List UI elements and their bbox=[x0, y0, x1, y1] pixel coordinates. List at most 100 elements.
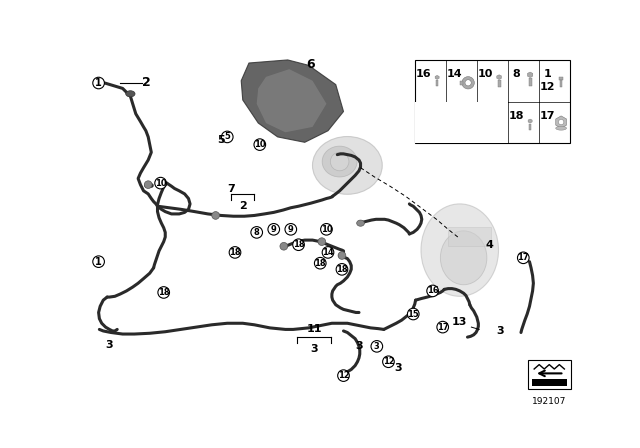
Bar bbox=[460, 81, 463, 85]
Text: 18: 18 bbox=[509, 111, 524, 121]
Text: 15: 15 bbox=[408, 310, 419, 319]
Circle shape bbox=[462, 77, 474, 89]
Circle shape bbox=[93, 256, 104, 267]
Text: 7: 7 bbox=[227, 184, 235, 194]
Text: 12: 12 bbox=[383, 357, 394, 366]
Text: 17: 17 bbox=[437, 323, 449, 332]
Text: 3: 3 bbox=[355, 341, 363, 351]
Bar bbox=[529, 78, 532, 86]
Text: 18: 18 bbox=[336, 265, 348, 274]
Text: 10: 10 bbox=[321, 225, 332, 234]
Text: 8: 8 bbox=[254, 228, 260, 237]
Circle shape bbox=[251, 227, 262, 238]
Text: 2: 2 bbox=[239, 201, 246, 211]
Text: 18: 18 bbox=[314, 258, 326, 268]
Bar bbox=[415, 102, 508, 143]
Circle shape bbox=[145, 181, 152, 189]
Circle shape bbox=[371, 340, 383, 352]
Polygon shape bbox=[435, 75, 439, 79]
Bar bbox=[436, 80, 438, 86]
Circle shape bbox=[321, 224, 332, 235]
Circle shape bbox=[93, 77, 104, 89]
Text: 3: 3 bbox=[374, 342, 380, 351]
Circle shape bbox=[268, 224, 280, 235]
Text: 9: 9 bbox=[288, 225, 294, 234]
Bar bbox=[560, 80, 563, 87]
Ellipse shape bbox=[556, 126, 566, 130]
Circle shape bbox=[229, 247, 241, 258]
Text: 2: 2 bbox=[142, 76, 151, 89]
Text: 16: 16 bbox=[427, 286, 438, 295]
Bar bbox=[559, 77, 563, 80]
Circle shape bbox=[318, 238, 326, 246]
Text: 1: 1 bbox=[95, 257, 102, 267]
Circle shape bbox=[158, 287, 170, 298]
Text: 1: 1 bbox=[543, 69, 551, 79]
Bar bbox=[528, 360, 571, 389]
Text: 3: 3 bbox=[310, 344, 318, 353]
Circle shape bbox=[437, 321, 449, 333]
Text: 16: 16 bbox=[415, 69, 431, 79]
Text: 12: 12 bbox=[338, 371, 349, 380]
Circle shape bbox=[465, 80, 471, 86]
Bar bbox=[532, 379, 566, 386]
Text: 11: 11 bbox=[307, 324, 322, 334]
Text: 5: 5 bbox=[217, 135, 225, 145]
Text: 3: 3 bbox=[394, 363, 401, 373]
Ellipse shape bbox=[312, 137, 382, 194]
Text: 3: 3 bbox=[106, 340, 113, 350]
Circle shape bbox=[338, 252, 346, 259]
Text: 17: 17 bbox=[540, 111, 556, 121]
Text: 8: 8 bbox=[513, 69, 520, 79]
Text: 18: 18 bbox=[229, 248, 241, 257]
Bar bbox=[448, 227, 491, 246]
Circle shape bbox=[254, 139, 266, 151]
Circle shape bbox=[338, 370, 349, 381]
Polygon shape bbox=[257, 69, 326, 132]
Circle shape bbox=[518, 252, 529, 263]
Text: 192107: 192107 bbox=[532, 397, 566, 406]
Polygon shape bbox=[497, 75, 502, 79]
Text: 9: 9 bbox=[271, 225, 276, 234]
Polygon shape bbox=[241, 60, 344, 142]
Bar bbox=[415, 60, 570, 143]
Circle shape bbox=[221, 131, 233, 143]
Text: 12: 12 bbox=[540, 82, 556, 92]
Text: 18: 18 bbox=[158, 288, 170, 297]
Circle shape bbox=[292, 239, 305, 250]
Circle shape bbox=[559, 119, 564, 125]
Bar bbox=[497, 80, 500, 87]
Text: 4: 4 bbox=[485, 240, 493, 250]
Text: 14: 14 bbox=[447, 69, 462, 79]
Circle shape bbox=[383, 356, 394, 367]
Circle shape bbox=[330, 152, 349, 171]
Text: 13: 13 bbox=[452, 317, 467, 327]
Text: 3: 3 bbox=[496, 326, 504, 336]
Ellipse shape bbox=[440, 231, 487, 285]
Circle shape bbox=[322, 247, 334, 258]
Bar bbox=[529, 124, 531, 130]
Circle shape bbox=[314, 258, 326, 269]
Text: 17: 17 bbox=[518, 253, 529, 263]
Polygon shape bbox=[527, 72, 533, 78]
Text: 10: 10 bbox=[478, 69, 493, 79]
Circle shape bbox=[285, 224, 296, 235]
Text: 18: 18 bbox=[292, 240, 305, 249]
Circle shape bbox=[427, 285, 438, 297]
Circle shape bbox=[280, 242, 288, 250]
Circle shape bbox=[155, 177, 166, 189]
Circle shape bbox=[212, 211, 220, 220]
Text: 14: 14 bbox=[322, 248, 334, 257]
Polygon shape bbox=[528, 119, 532, 123]
Text: 10: 10 bbox=[155, 179, 166, 188]
Circle shape bbox=[408, 308, 419, 320]
Text: 5: 5 bbox=[224, 133, 230, 142]
Ellipse shape bbox=[356, 220, 364, 226]
Text: 10: 10 bbox=[254, 140, 266, 149]
Ellipse shape bbox=[125, 91, 135, 97]
Ellipse shape bbox=[322, 146, 357, 177]
Circle shape bbox=[336, 263, 348, 275]
Text: 6: 6 bbox=[307, 58, 316, 71]
Text: 1: 1 bbox=[95, 78, 102, 88]
Ellipse shape bbox=[421, 204, 499, 296]
